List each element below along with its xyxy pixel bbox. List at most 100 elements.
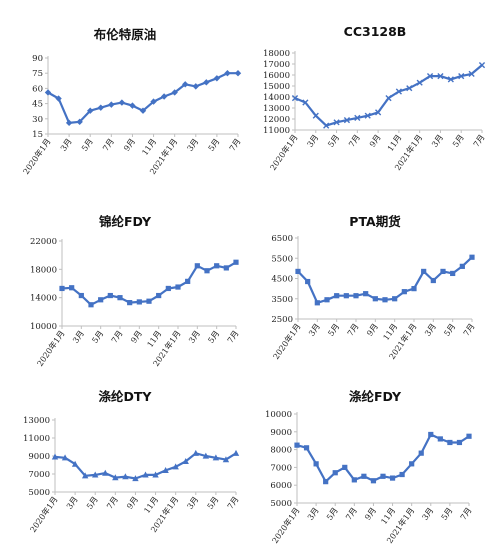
y-tick-label: 14000 bbox=[263, 93, 290, 103]
x-tick-label: 11月 bbox=[379, 506, 397, 526]
x-tick-label: 3月 bbox=[186, 495, 201, 511]
x-tick-label: 3月 bbox=[421, 506, 436, 522]
data-point-marker bbox=[127, 300, 133, 306]
x-tick-label: 7月 bbox=[110, 329, 125, 345]
chart-title: CC3128B bbox=[343, 24, 407, 39]
data-point-marker bbox=[132, 475, 139, 482]
chart-title: 布伦特原油 bbox=[93, 27, 157, 42]
x-tick-label: 9月 bbox=[368, 133, 383, 149]
data-point-marker bbox=[76, 118, 83, 126]
x-tick-label: 3月 bbox=[430, 133, 445, 149]
y-tick-label: 10000 bbox=[265, 410, 292, 420]
chart-panel-polyester-fdy: 涤纶FDY 5000 6000 7000 8000 9000 10000 2020年1月 3月… bbox=[250, 366, 500, 549]
y-tick-label: 7000 bbox=[28, 470, 50, 480]
data-point-marker bbox=[223, 265, 229, 271]
data-point-marker bbox=[182, 458, 189, 464]
x-tick-label: 2020年1月 bbox=[271, 321, 303, 361]
data-point-marker bbox=[332, 470, 338, 476]
data-point-marker bbox=[294, 442, 300, 448]
data-point-marker bbox=[152, 471, 159, 478]
data-point-marker bbox=[303, 445, 310, 451]
y-tick-label: 16000 bbox=[263, 71, 290, 81]
data-point-marker bbox=[51, 453, 59, 460]
y-tick-label: 45 bbox=[32, 100, 43, 110]
data-point-marker bbox=[107, 292, 113, 299]
x-tick-label: 9月 bbox=[129, 329, 144, 345]
x-tick-label: 11月 bbox=[146, 329, 164, 349]
x-tick-label: 2020年1月 bbox=[35, 328, 67, 368]
data-point-marker bbox=[411, 286, 417, 292]
x-tick-label: 5月 bbox=[325, 506, 340, 522]
x-tick-label: 5月 bbox=[206, 329, 221, 345]
data-point-marker bbox=[437, 73, 444, 80]
y-tick-label: 4500 bbox=[271, 275, 293, 285]
x-tick-label: 3月 bbox=[306, 133, 321, 149]
data-point-marker bbox=[204, 268, 210, 274]
data-point-marker bbox=[233, 259, 239, 265]
data-point-marker bbox=[156, 292, 162, 299]
y-tick-label: 9000 bbox=[28, 452, 50, 462]
x-tick-label: 2020年1月 bbox=[270, 505, 302, 545]
data-point-marker bbox=[172, 463, 179, 470]
data-point-marker bbox=[324, 297, 330, 303]
x-tick-label: 7月 bbox=[462, 322, 477, 338]
x-tick-label: 7月 bbox=[459, 506, 474, 522]
data-point-marker bbox=[61, 454, 69, 461]
data-point-marker bbox=[222, 456, 230, 463]
data-point-marker bbox=[314, 300, 320, 306]
data-point-marker bbox=[182, 81, 189, 88]
data-point-marker bbox=[192, 449, 199, 456]
data-point-marker bbox=[65, 119, 73, 127]
data-point-marker bbox=[466, 433, 472, 439]
series-line bbox=[61, 261, 237, 306]
data-point-marker bbox=[351, 477, 357, 483]
data-point-marker bbox=[468, 70, 475, 77]
data-point-marker bbox=[203, 79, 210, 86]
data-point-marker bbox=[428, 431, 434, 438]
data-point-marker bbox=[353, 293, 359, 299]
data-point-marker bbox=[117, 295, 123, 301]
x-tick-label: 5月 bbox=[326, 133, 341, 149]
data-point-marker bbox=[165, 285, 171, 292]
data-point-marker bbox=[214, 263, 220, 269]
series-line bbox=[47, 72, 238, 125]
data-point-marker bbox=[447, 76, 454, 83]
x-tick-label: 3月 bbox=[423, 322, 438, 338]
data-point-marker bbox=[395, 88, 402, 95]
data-point-marker bbox=[88, 302, 94, 308]
data-point-marker bbox=[459, 263, 465, 269]
data-point-marker bbox=[385, 95, 392, 102]
data-point-marker bbox=[98, 297, 104, 303]
y-tick-label: 13000 bbox=[263, 104, 290, 114]
chart-title: 涤纶DTY bbox=[98, 389, 152, 404]
data-point-marker bbox=[416, 79, 423, 86]
data-point-marker bbox=[343, 293, 349, 299]
x-tick-label: 5月 bbox=[90, 329, 105, 345]
chart-panel-pta-futures: PTA期货 2500 3500 4500 5500 6500 2020年1月 3月 5月 7月 9… bbox=[250, 183, 500, 366]
data-point-marker bbox=[302, 99, 309, 106]
y-tick-label: 17000 bbox=[263, 60, 290, 70]
data-point-marker bbox=[363, 291, 369, 297]
data-point-marker bbox=[118, 99, 126, 106]
data-point-marker bbox=[437, 436, 443, 442]
data-point-marker bbox=[55, 95, 62, 102]
data-point-marker bbox=[354, 114, 361, 121]
data-point-marker bbox=[312, 112, 319, 119]
data-point-marker bbox=[108, 101, 115, 108]
x-tick-label: 2020年1月 bbox=[28, 494, 60, 534]
y-tick-label: 11000 bbox=[263, 126, 290, 136]
y-tick-label: 9000 bbox=[270, 428, 292, 438]
data-point-marker bbox=[399, 471, 405, 478]
data-point-marker bbox=[406, 85, 413, 92]
data-point-marker bbox=[142, 471, 149, 478]
x-tick-label: 7月 bbox=[346, 322, 361, 338]
chart-svg: 1100012000130001400015000160001700018000… bbox=[263, 49, 487, 172]
data-point-marker bbox=[375, 109, 382, 116]
data-point-marker bbox=[136, 299, 142, 305]
data-point-marker bbox=[192, 83, 199, 90]
data-point-marker bbox=[291, 95, 299, 102]
x-tick-label: 5月 bbox=[207, 137, 222, 153]
data-point-marker bbox=[213, 75, 221, 82]
data-point-marker bbox=[334, 293, 340, 299]
